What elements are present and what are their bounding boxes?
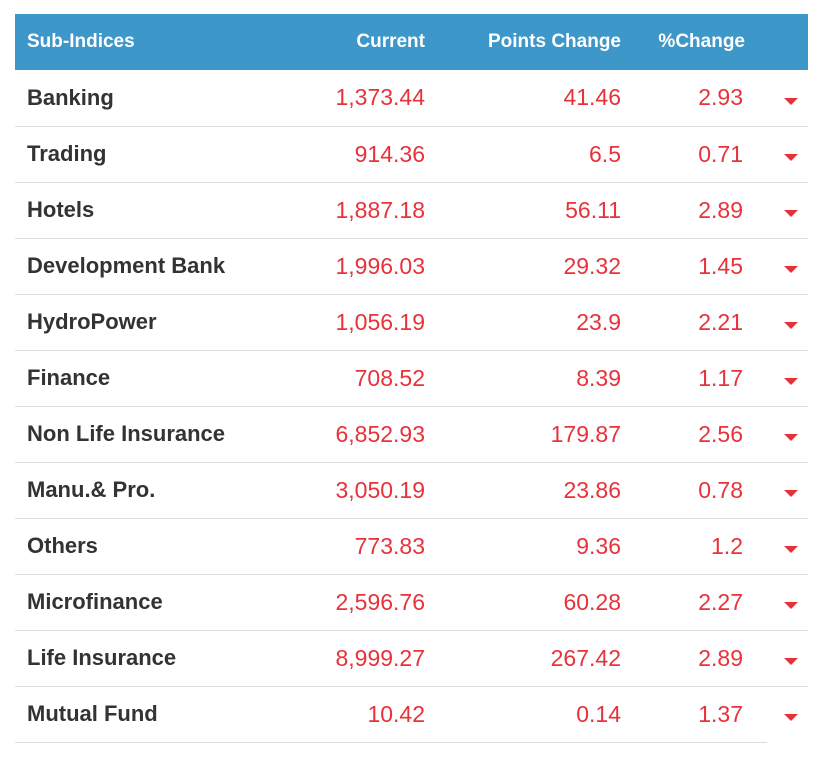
row-direction (757, 574, 808, 630)
table-row[interactable]: Hotels 1,887.18 56.11 2.89 (15, 182, 808, 238)
row-percent-change: 0.78 (698, 476, 743, 503)
row-points-change: 60.28 (563, 588, 621, 615)
row-name: Banking (27, 84, 114, 110)
sub-indices-widget: Sub-Indices Current Points Change %Chang… (15, 14, 808, 743)
row-name: Life Insurance (27, 645, 177, 670)
caret-down-icon (783, 209, 798, 217)
row-current: 3,050.19 (335, 476, 425, 503)
row-percent-change: 2.56 (698, 420, 743, 447)
row-current: 1,887.18 (335, 196, 425, 223)
row-points-change: 6.5 (589, 140, 621, 167)
row-percent-change: 2.21 (698, 308, 743, 335)
row-direction (757, 406, 808, 462)
caret-down-icon (783, 321, 798, 329)
row-percent-change: 2.89 (698, 644, 743, 671)
table-row[interactable]: Microfinance 2,596.76 60.28 2.27 (15, 574, 808, 630)
row-direction (757, 350, 808, 406)
row-name: Hotels (27, 197, 95, 222)
row-percent-change: 2.89 (698, 196, 743, 223)
row-direction (757, 462, 808, 518)
caret-down-icon (783, 714, 798, 722)
row-current: 914.36 (354, 140, 425, 167)
row-direction (757, 238, 808, 294)
sub-indices-table: Sub-Indices Current Points Change %Chang… (15, 14, 808, 742)
header-current: Current (356, 31, 425, 52)
caret-down-icon (783, 657, 798, 665)
row-name: HydroPower (27, 309, 157, 334)
row-current: 708.52 (354, 364, 425, 391)
table-body: Banking 1,373.44 41.46 2.93 Trading 914.36 6.5… (15, 70, 808, 742)
row-direction (757, 518, 808, 574)
caret-down-icon (783, 433, 798, 441)
row-points-change: 41.46 (563, 84, 621, 111)
table-row[interactable]: Manu.& Pro. 3,050.19 23.86 0.78 (15, 462, 808, 518)
row-percent-change: 1.37 (698, 700, 743, 727)
header-sub-indices: Sub-Indices (27, 31, 135, 52)
row-percent-change: 1.45 (698, 252, 743, 279)
row-name: Non Life Insurance (27, 421, 226, 446)
table-row[interactable]: Life Insurance 8,999.27 267.42 2.89 (15, 630, 808, 686)
table-row[interactable]: Development Bank 1,996.03 29.32 1.45 (15, 238, 808, 294)
row-percent-change: 0.71 (698, 140, 743, 167)
row-direction (757, 182, 808, 238)
caret-down-icon (783, 489, 798, 497)
table-row[interactable]: Mutual Fund 10.42 0.14 1.37 (15, 686, 808, 742)
row-current: 8,999.27 (335, 644, 425, 671)
row-points-change: 23.9 (576, 308, 621, 335)
row-percent-change: 2.93 (698, 84, 743, 111)
row-name: Finance (27, 365, 111, 390)
table-row[interactable]: Banking 1,373.44 41.46 2.93 (15, 70, 808, 126)
caret-down-icon (783, 97, 798, 105)
caret-down-icon (783, 377, 798, 385)
row-name: Microfinance (27, 589, 163, 614)
header-row: Sub-Indices Current Points Change %Chang… (15, 14, 808, 70)
row-points-change: 56.11 (565, 196, 621, 223)
row-current: 773.83 (354, 532, 425, 559)
header-percent-change: %Change (658, 31, 745, 52)
row-direction (757, 70, 808, 126)
row-name: Development Bank (27, 253, 226, 278)
table-bottom-divider (15, 742, 767, 743)
row-current: 10.42 (367, 700, 425, 727)
row-points-change: 8.39 (576, 364, 621, 391)
row-direction (757, 630, 808, 686)
row-points-change: 29.32 (563, 252, 621, 279)
row-direction (757, 686, 808, 742)
row-name: Mutual Fund (27, 701, 158, 727)
row-current: 1,996.03 (335, 252, 425, 279)
table-row[interactable]: Trading 914.36 6.5 0.71 (15, 126, 808, 182)
header-direction (757, 14, 808, 70)
table-row[interactable]: Others 773.83 9.36 1.2 (15, 518, 808, 574)
table-row[interactable]: Non Life Insurance 6,852.93 179.87 2.56 (15, 406, 808, 462)
row-direction (757, 294, 808, 350)
caret-down-icon (783, 265, 798, 273)
row-points-change: 9.36 (576, 532, 621, 559)
row-direction (757, 126, 808, 182)
caret-down-icon (783, 601, 798, 609)
row-current: 1,056.19 (335, 308, 425, 335)
row-points-change: 0.14 (576, 700, 621, 727)
row-name: Trading (27, 141, 107, 166)
table-row[interactable]: HydroPower 1,056.19 23.9 2.21 (15, 294, 808, 350)
row-current: 1,373.44 (335, 84, 425, 111)
table-row[interactable]: Finance 708.52 8.39 1.17 (15, 350, 808, 406)
row-current: 6,852.93 (335, 420, 425, 447)
row-points-change: 23.86 (563, 476, 621, 503)
row-name: Manu.& Pro. (27, 477, 156, 502)
row-points-change: 267.42 (550, 644, 621, 671)
row-points-change: 179.87 (550, 420, 621, 447)
caret-down-icon (783, 153, 798, 161)
table-header: Sub-Indices Current Points Change %Chang… (15, 14, 808, 70)
row-percent-change: 1.17 (698, 364, 743, 391)
row-percent-change: 2.27 (698, 588, 743, 615)
header-points-change: Points Change (487, 31, 621, 52)
row-percent-change: 1.2 (711, 532, 743, 559)
row-name: Others (27, 533, 98, 558)
caret-down-icon (783, 545, 798, 553)
row-current: 2,596.76 (335, 588, 425, 615)
